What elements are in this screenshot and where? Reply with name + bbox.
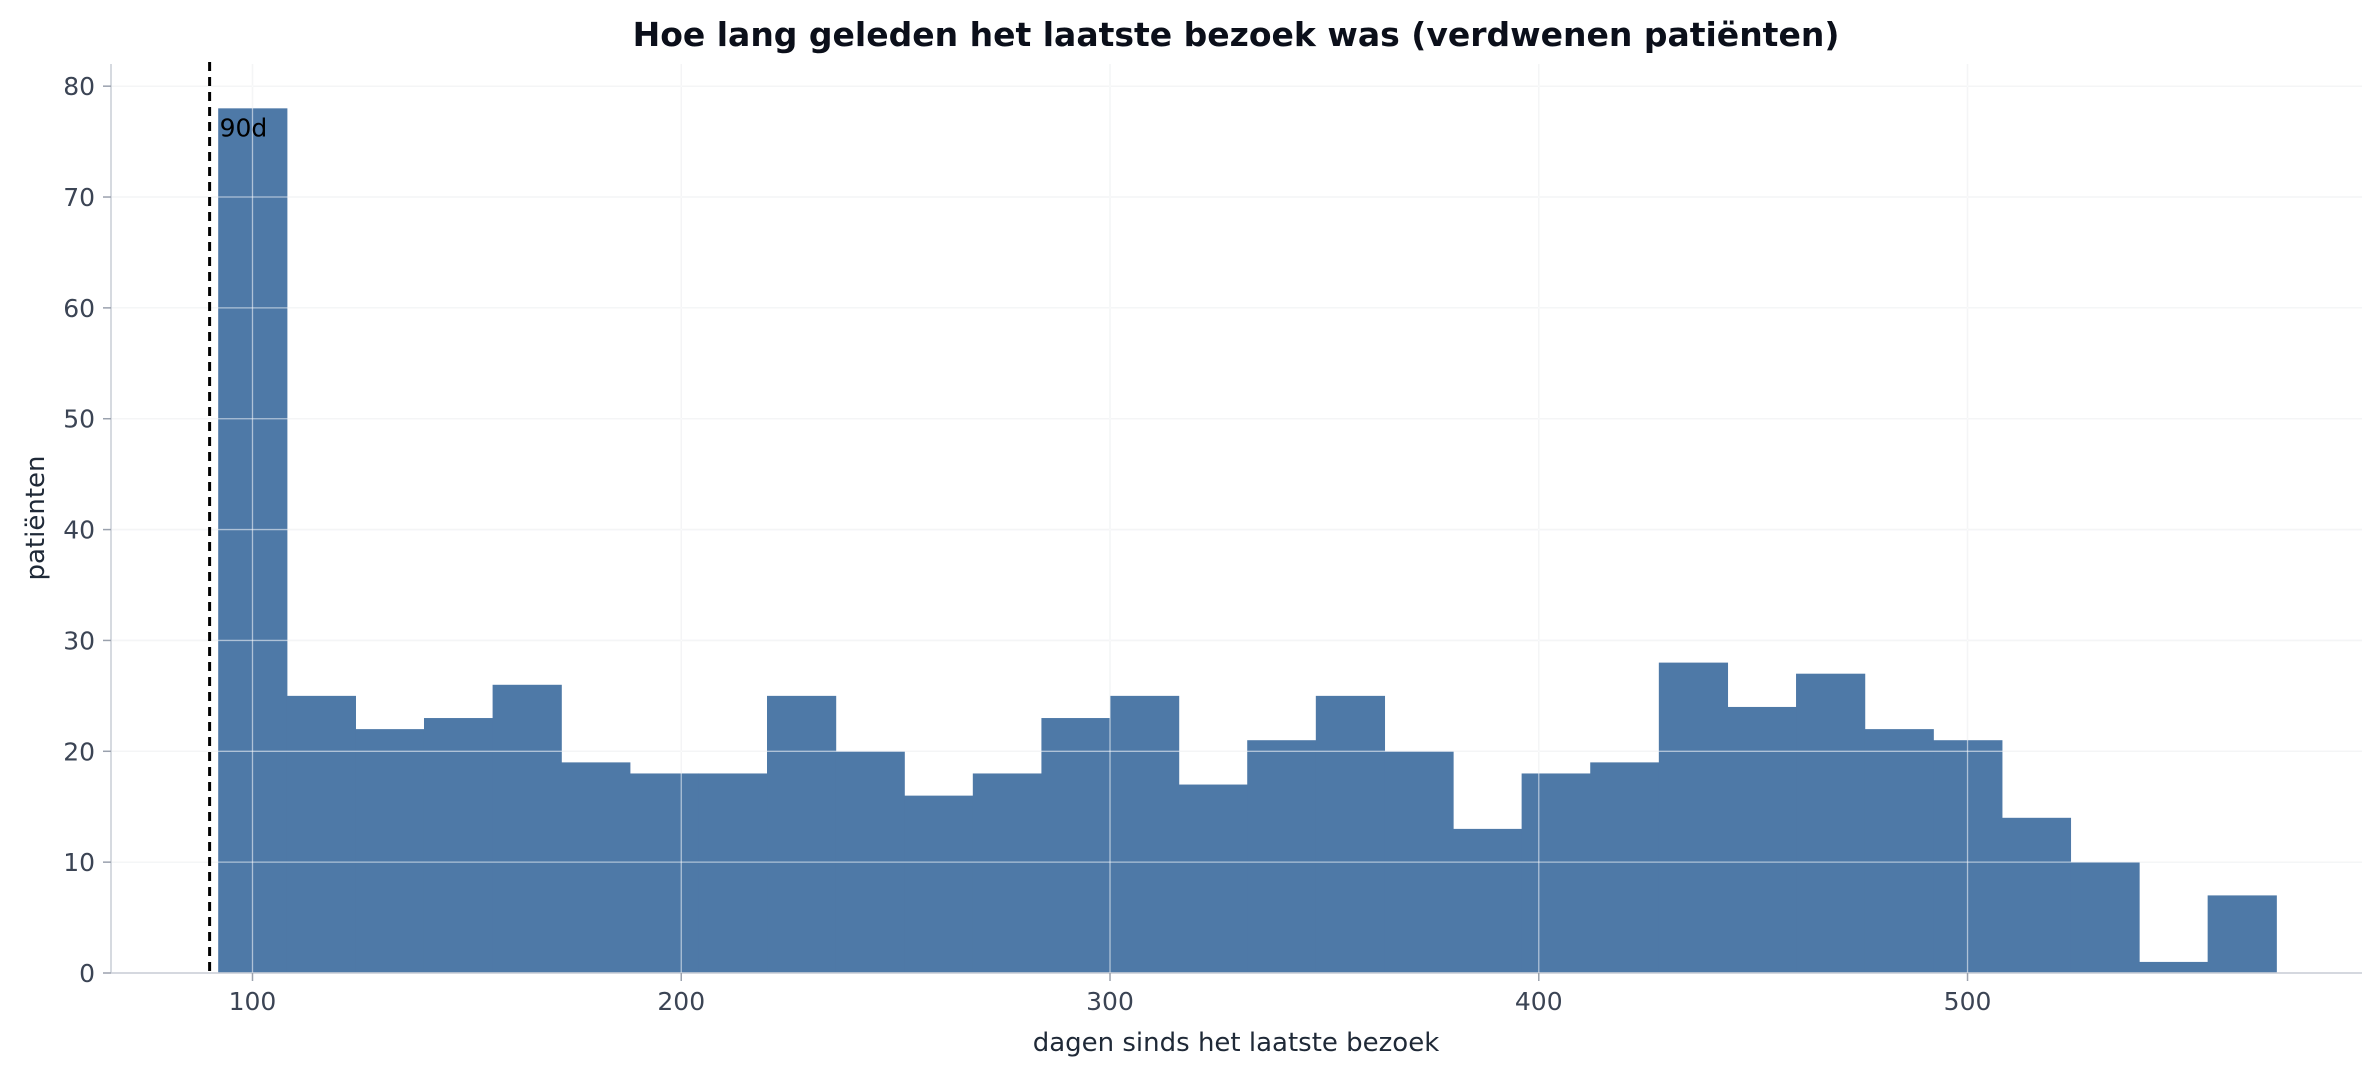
chart-title: Hoe lang geleden het laatste bezoek was … [633, 15, 1840, 54]
reference-layer: 90d [208, 62, 268, 973]
histogram-bar-23 [1796, 673, 1866, 973]
histogram-bar-21 [1658, 662, 1729, 973]
histogram-bar-20 [1590, 762, 1660, 973]
x-tick-label-200: 200 [657, 987, 705, 1016]
y-tick-label-10: 10 [63, 848, 95, 877]
histogram-bar-28 [2139, 961, 2209, 973]
histogram-bar-2 [355, 729, 425, 973]
y-tick-label-0: 0 [79, 959, 95, 988]
histogram-bar-4 [492, 684, 562, 973]
histogram-bar-3 [423, 718, 494, 973]
y-tick-label-40: 40 [63, 516, 95, 545]
histogram-bar-6 [629, 773, 700, 973]
histogram-bar-15 [1247, 740, 1317, 973]
histogram-bar-14 [1178, 784, 1248, 973]
bars-layer [218, 108, 2277, 974]
ticks-layer: 0 10 20 30 40 50 60 70 80 100 200 300 400 500 [63, 72, 1991, 1016]
grid-overlay [111, 64, 2362, 974]
histogram-bar-26 [2001, 817, 2072, 973]
histogram-bar-5 [561, 762, 631, 973]
histogram-bar-1 [286, 695, 356, 973]
histogram-bar-8 [767, 695, 837, 973]
y-tick-label-30: 30 [63, 626, 95, 655]
y-axis-label: patiënten [21, 456, 51, 581]
x-tick-label-300: 300 [1086, 987, 1134, 1016]
histogram-bar-16 [1315, 695, 1386, 973]
y-tick-label-60: 60 [63, 294, 95, 323]
y-tick-label-50: 50 [63, 405, 95, 434]
reference-line-label: 90d [220, 113, 268, 142]
histogram-bar-18 [1453, 828, 1523, 973]
x-tick-label-500: 500 [1944, 987, 1992, 1016]
histogram-bar-29 [2207, 895, 2277, 973]
axes-layer [110, 64, 2362, 974]
histogram-bar-10 [904, 795, 974, 973]
x-tick-label-100: 100 [229, 987, 277, 1016]
histogram-bar-19 [1521, 773, 1591, 973]
x-axis-label: dagen sinds het laatste bezoek [1033, 1028, 1440, 1058]
y-tick-label-70: 70 [63, 183, 95, 212]
histogram-bar-7 [698, 773, 768, 973]
y-tick-label-20: 20 [63, 737, 95, 766]
histogram-bar-12 [1041, 718, 1111, 973]
histogram-bar-13 [1110, 695, 1180, 973]
y-tick-label-80: 80 [63, 72, 95, 101]
x-tick-label-400: 400 [1515, 987, 1563, 1016]
histogram-bar-24 [1864, 729, 1934, 973]
histogram-bar-11 [972, 773, 1043, 973]
histogram-bar-27 [2070, 862, 2140, 973]
histogram-bar-22 [1727, 706, 1797, 973]
